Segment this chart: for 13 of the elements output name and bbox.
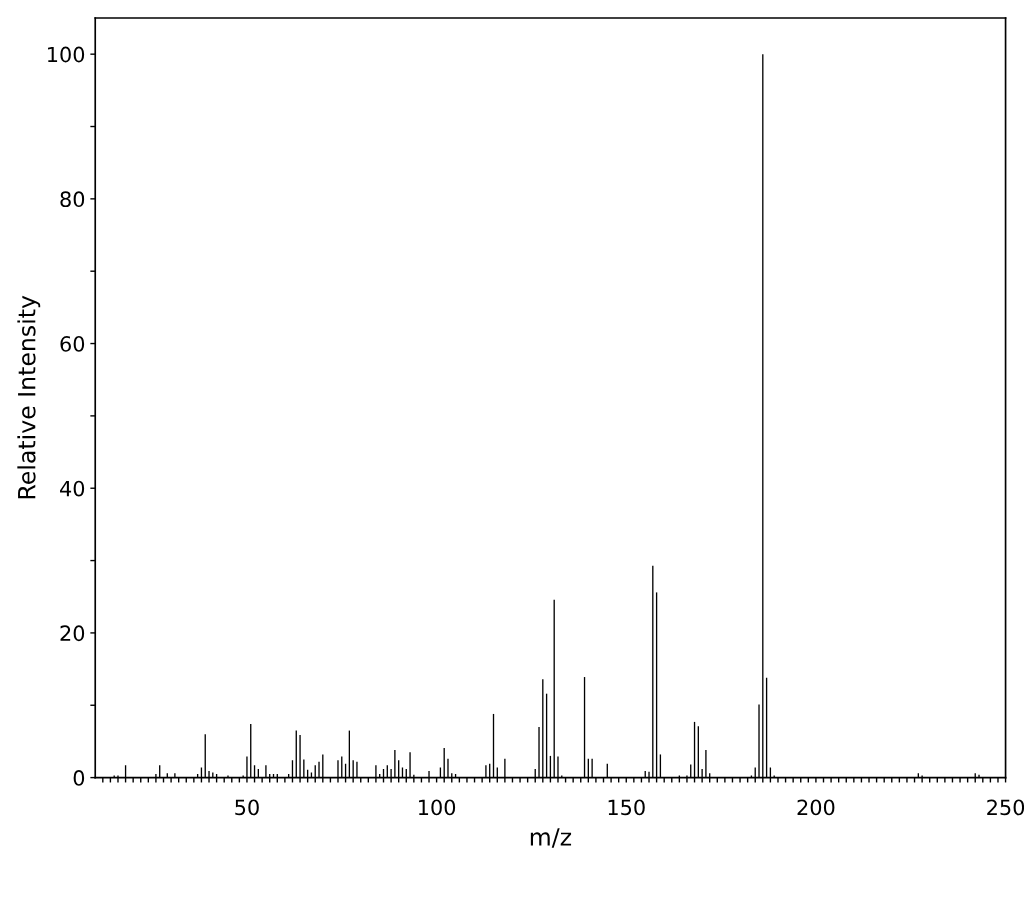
- y-tick-label: 40: [60, 480, 85, 497]
- x-axis-title: m/z: [530, 828, 572, 848]
- y-tick-label: 80: [60, 191, 85, 208]
- x-tick-label: 100: [419, 799, 456, 816]
- y-tick-label: 20: [60, 625, 85, 642]
- y-axis-title: Relative Intensity: [17, 295, 41, 499]
- y-tick-label: 100: [48, 46, 85, 63]
- y-tick-label: 0: [73, 770, 85, 786]
- x-tick-label: 50: [235, 799, 259, 816]
- x-tick-label: 200: [797, 799, 835, 816]
- x-tick-label: 150: [608, 799, 645, 816]
- y-tick-label: 60: [60, 336, 85, 352]
- x-tick-label: 250: [987, 799, 1024, 816]
